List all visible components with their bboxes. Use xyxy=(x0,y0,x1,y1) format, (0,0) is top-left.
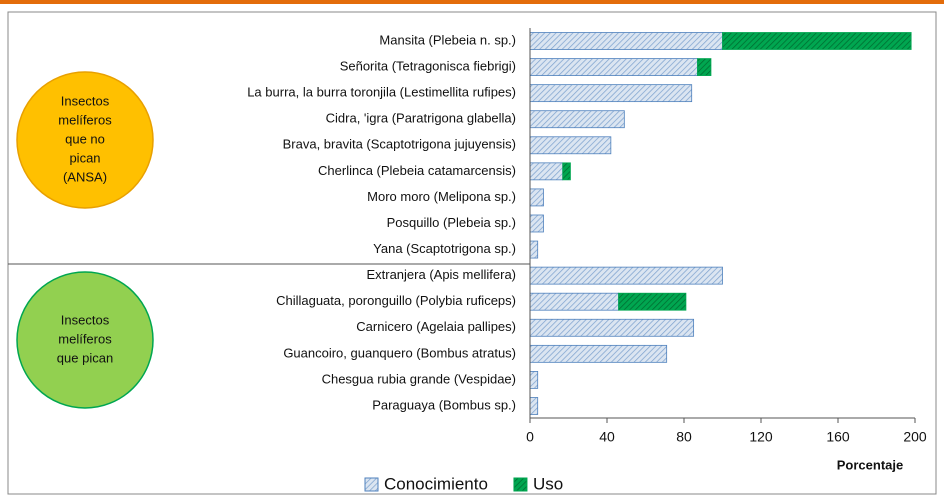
y-tick-label: Cherlinca (Plebeia catamarcensis) xyxy=(318,163,516,178)
x-tick-label: 80 xyxy=(676,429,692,445)
bar-segment xyxy=(618,292,687,311)
bar-segment xyxy=(529,397,539,415)
x-tick-label: 160 xyxy=(826,429,850,445)
legend-swatch xyxy=(513,477,528,492)
group-label: Insectos xyxy=(61,312,110,327)
y-tick-label: Mansita (Plebeia n. sp.) xyxy=(379,32,516,47)
y-tick-label: Chesgua rubia grande (Vespidae) xyxy=(322,371,516,386)
bar-segment xyxy=(529,110,625,129)
group-circle xyxy=(16,271,154,409)
legend-label: Conocimiento xyxy=(384,474,488,493)
group-circle xyxy=(16,71,154,209)
group-label: Insectos xyxy=(61,93,110,108)
legend-swatch xyxy=(364,477,379,492)
bar-segment xyxy=(529,58,698,76)
group-label: pican xyxy=(69,150,100,165)
y-tick-label: Señorita (Tetragonisca fiebrigi) xyxy=(340,59,516,74)
x-axis-label: Porcentaje xyxy=(837,457,903,472)
legend-label: Uso xyxy=(533,474,563,493)
group-label: (ANSA) xyxy=(63,169,107,184)
y-tick-label: Yana (Scaptotrigona sp.) xyxy=(373,241,516,256)
group-label: que no xyxy=(65,131,105,146)
bar-segment xyxy=(529,292,619,311)
y-tick-label: Extranjera (Apis mellifera) xyxy=(366,267,516,282)
y-tick-label: Carnicero (Agelaia pallipes) xyxy=(356,319,516,334)
bar-segment xyxy=(529,344,668,363)
y-tick-label: Chillaguata, poronguillo (Polybia rufice… xyxy=(276,293,516,308)
bar-segment xyxy=(529,371,539,389)
bar-segment xyxy=(697,58,712,76)
y-tick-label: Brava, bravita (Scaptotrigona jujuyensis… xyxy=(283,137,516,152)
y-tick-label: Paraguaya (Bombus sp.) xyxy=(372,397,516,412)
bar-segment xyxy=(529,214,544,233)
bar-segment xyxy=(529,188,544,207)
bar-segment xyxy=(529,136,612,155)
group-label: melíferos xyxy=(58,331,112,346)
x-tick-label: 40 xyxy=(599,429,615,445)
bar-segment xyxy=(722,32,912,50)
group-label: que pican xyxy=(57,350,113,365)
x-tick-label: 0 xyxy=(526,429,534,445)
y-tick-label: Guancoiro, guanquero (Bombus atratus) xyxy=(283,345,516,360)
bar-segment xyxy=(529,32,723,50)
frame xyxy=(7,11,937,495)
x-tick-label: 200 xyxy=(903,429,927,445)
group-label: melíferos xyxy=(58,112,112,127)
bar-segment xyxy=(529,84,693,103)
y-tick-label: Moro moro (Melipona sp.) xyxy=(367,189,516,204)
bar-segment xyxy=(529,318,695,337)
bar-segment xyxy=(529,266,723,285)
bar-segment xyxy=(529,162,564,181)
y-tick-label: Posquillo (Plebeia sp.) xyxy=(387,215,516,230)
y-tick-label: Cidra, 'igra (Paratrigona glabella) xyxy=(326,111,516,126)
top-bar xyxy=(0,0,944,4)
x-tick-label: 120 xyxy=(749,429,773,445)
y-tick-label: La burra, la burra toronjila (Lestimelli… xyxy=(247,85,516,100)
bar-segment xyxy=(529,240,539,259)
bar-segment xyxy=(562,162,571,181)
